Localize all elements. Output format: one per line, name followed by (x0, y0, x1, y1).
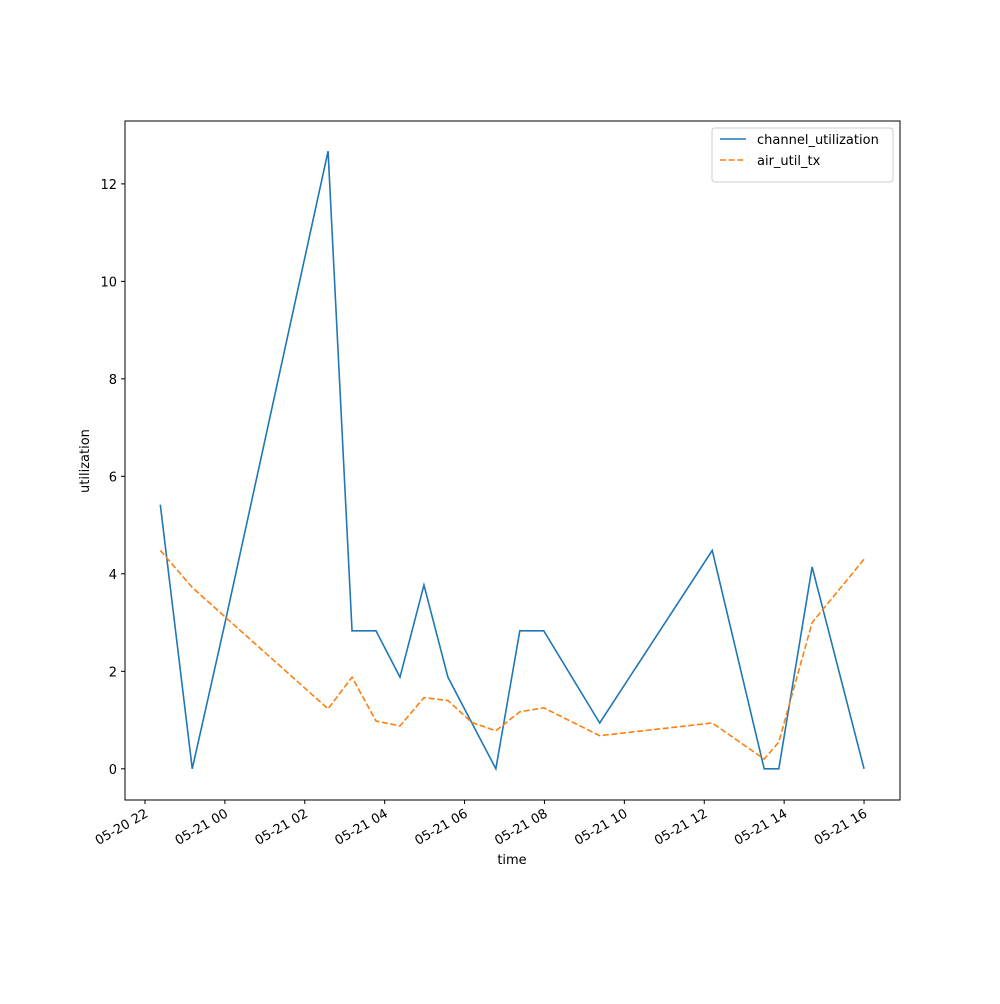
x-tick-label: 05-21 10 (572, 806, 630, 848)
y-tick-label: 10 (100, 275, 117, 290)
x-tick-label: 05-21 00 (173, 806, 231, 848)
x-tick-label: 05-21 06 (412, 806, 470, 848)
x-tick-label: 05-21 04 (333, 806, 391, 848)
y-tick-label: 0 (109, 763, 117, 778)
y-tick-label: 4 (109, 568, 117, 583)
legend-label: air_util_tx (757, 154, 821, 169)
legend-label: channel_utilization (757, 133, 879, 148)
legend-box (711, 127, 894, 183)
x-axis-label: time (497, 853, 526, 868)
series-line (159, 151, 865, 772)
x-tick-label: 05-20 22 (93, 806, 151, 848)
x-tick-label: 05-21 16 (812, 806, 870, 848)
y-tick-label: 2 (109, 665, 117, 680)
x-tick-label: 05-21 14 (732, 806, 790, 848)
y-tick-label: 12 (100, 178, 117, 193)
y-tick-label: 8 (109, 373, 117, 388)
y-axis-label: utilization (78, 429, 93, 493)
x-tick-label: 05-21 12 (652, 806, 710, 848)
plot-frame (124, 120, 901, 801)
x-tick-label: 05-21 02 (253, 806, 311, 848)
x-tick-label: 05-21 08 (492, 806, 550, 848)
series-line (159, 549, 865, 761)
y-tick-label: 6 (109, 470, 117, 485)
